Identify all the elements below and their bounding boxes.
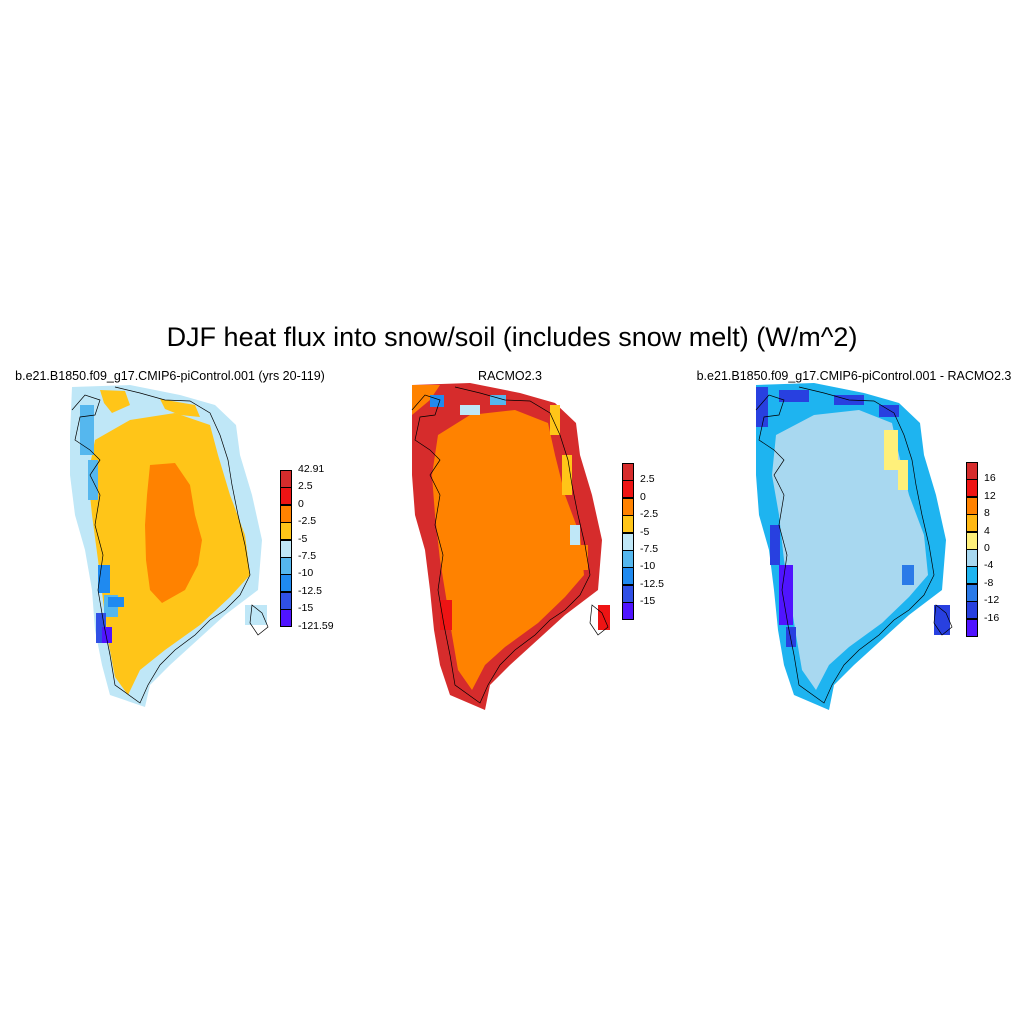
colorbar-swatch [622, 550, 634, 568]
colorbar-label: 2.5 [298, 480, 313, 493]
map-panel-model: b.e21.B1850.f09_g17.CMIP6-piControl.001 … [0, 365, 340, 725]
colorbar-label: -12 [984, 594, 1000, 607]
colorbar-label: 4 [984, 524, 990, 537]
greenland-map-racmo [411, 383, 610, 710]
colorbar-swatch [622, 497, 634, 516]
colorbar-swatch [622, 602, 634, 621]
colorbar-swatch [280, 470, 292, 488]
colorbar-swatch [622, 480, 634, 499]
colorbar-swatch [280, 574, 292, 593]
coastline [755, 386, 953, 704]
colorbar-label: -16 [984, 611, 1000, 624]
colorbar-swatch [966, 601, 978, 620]
colorbar-swatch [280, 591, 292, 610]
colorbar-swatch [280, 539, 292, 558]
colorbar-label: -2.5 [298, 515, 317, 528]
map-fill-west-coast [80, 405, 267, 643]
colorbar-label: -7.5 [298, 550, 317, 562]
colorbar-swatch [966, 549, 978, 567]
colorbar-swatch [622, 463, 634, 481]
colorbar-swatch [280, 487, 292, 506]
colorbar-label: -15 [298, 602, 314, 615]
colorbar-label: 2.5 [640, 473, 655, 486]
colorbar-swatch [966, 496, 978, 515]
colorbar-label: 16 [984, 472, 996, 485]
map-fill-core [432, 410, 584, 690]
colorbar-label: -2.5 [640, 508, 659, 521]
colorbar-swatch [966, 566, 978, 585]
colorbar-label: 0 [984, 542, 990, 554]
map-fill-core [145, 463, 202, 603]
map-fill-east-coast [430, 395, 610, 630]
colorbar-label: -5 [640, 525, 650, 538]
panel-title-difference: b.e21.B1850.f09_g17.CMIP6-piControl.001 … [696, 369, 1012, 383]
greenland-map-difference [755, 383, 953, 710]
colorbar-label: 0 [640, 490, 646, 503]
panel-title-racmo: RACMO2.3 [478, 369, 542, 383]
colorbar-swatch [966, 531, 978, 550]
colorbar-swatch [622, 567, 634, 586]
colorbar-swatch [622, 515, 634, 534]
coastline [411, 386, 609, 704]
coastline [71, 386, 269, 704]
panel-title-model: b.e21.B1850.f09_g17.CMIP6-piControl.001 … [15, 369, 325, 383]
colorbar-label: -5 [298, 532, 308, 545]
colorbar-label: -4 [984, 559, 994, 572]
colorbar-label: -12.5 [640, 577, 664, 590]
colorbar-label: 42.91 [298, 463, 325, 475]
greenland-map-model [70, 385, 269, 707]
colorbar-label: -121.59 [298, 619, 334, 632]
colorbar-label: -8 [984, 576, 994, 589]
colorbar-swatch [966, 583, 978, 602]
colorbar-swatch [622, 584, 634, 603]
colorbar-label: 8 [984, 507, 990, 520]
map-panel-racmo: RACMO2.3 2.5 0 -2.5 -5 -7.5 -10 -12.5 -15 [340, 365, 680, 725]
colorbar-label: -10 [640, 560, 656, 573]
colorbar-swatch [280, 522, 292, 541]
map-fill-core [772, 410, 928, 690]
colorbar-swatch [622, 532, 634, 551]
colorbar-label: 12 [984, 489, 996, 502]
colorbar-label: 0 [298, 497, 304, 510]
colorbar-swatch [280, 504, 292, 523]
map-panel-difference: b.e21.B1850.f09_g17.CMIP6-piControl.001 … [684, 365, 1024, 725]
colorbar-swatch [966, 462, 978, 480]
colorbar-swatch [966, 479, 978, 498]
colorbar-label: -10 [298, 567, 314, 580]
colorbar-swatch [280, 609, 292, 628]
colorbar-swatch [966, 514, 978, 533]
colorbar-swatch [280, 557, 292, 575]
colorbar-label: -12.5 [298, 584, 322, 597]
colorbar-label: -15 [640, 595, 656, 608]
figure-title: DJF heat flux into snow/soil (includes s… [166, 322, 858, 352]
colorbar-label: -7.5 [640, 543, 659, 555]
colorbar-swatch [966, 618, 978, 637]
